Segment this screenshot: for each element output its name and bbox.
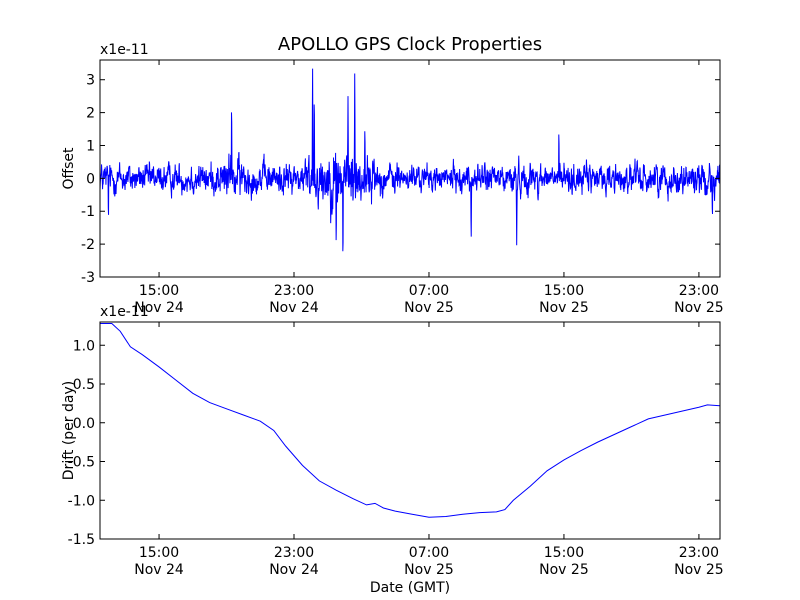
y-tick-label: 3	[86, 73, 95, 89]
axes-frame	[99, 321, 721, 540]
y-tick-label: 0	[86, 171, 95, 187]
x-tick-time-label: 23:00	[274, 545, 314, 561]
y-tick-label: -2	[81, 237, 95, 253]
x-tick-time-label: 15:00	[544, 283, 584, 299]
x-tick-date-label: Nov 24	[134, 562, 184, 578]
x-tick-time-label: 07:00	[409, 545, 449, 561]
y-tick-label: -3	[81, 270, 95, 286]
y-axis-label: Drift (per day)	[61, 381, 77, 480]
y-tick-label: 1	[86, 138, 95, 154]
x-tick-date-label: Nov 25	[539, 300, 589, 316]
x-tick-date-label: Nov 25	[404, 562, 454, 578]
scale-label: x1e-11	[100, 304, 149, 320]
x-tick-time-label: 15:00	[139, 283, 179, 299]
x-tick-time-label: 23:00	[679, 283, 719, 299]
x-tick-date-label: Nov 25	[404, 300, 454, 316]
x-tick-date-label: Nov 25	[674, 300, 724, 316]
x-tick-date-label: Nov 24	[269, 300, 319, 316]
x-tick-date-label: Nov 25	[674, 562, 724, 578]
y-tick-label: 2	[86, 106, 95, 122]
drift-series-line	[100, 323, 720, 518]
chart-title: APOLLO GPS Clock Properties	[278, 34, 542, 55]
y-tick-label: 0.5	[73, 377, 95, 393]
x-tick-time-label: 15:00	[139, 545, 179, 561]
x-tick-date-label: Nov 25	[539, 562, 589, 578]
x-tick-time-label: 23:00	[679, 545, 719, 561]
x-tick-time-label: 15:00	[544, 545, 584, 561]
x-axis-label: Date (GMT)	[370, 580, 450, 596]
y-tick-label: -0.5	[68, 455, 95, 471]
axes-frame	[99, 59, 721, 278]
y-axis-label: Offset	[61, 147, 77, 190]
y-tick-label: -1	[81, 204, 95, 220]
y-tick-label: 1.0	[73, 338, 95, 354]
x-tick-date-label: Nov 24	[269, 562, 319, 578]
x-tick-time-label: 23:00	[274, 283, 314, 299]
scale-label: x1e-11	[100, 42, 149, 58]
y-tick-label: 0.0	[73, 416, 95, 432]
offset-series-line	[100, 68, 720, 252]
y-tick-label: -1.5	[68, 532, 95, 548]
x-tick-time-label: 07:00	[409, 283, 449, 299]
x-tick-date-label: Nov 24	[134, 300, 184, 316]
y-tick-label: -1.0	[68, 493, 95, 509]
